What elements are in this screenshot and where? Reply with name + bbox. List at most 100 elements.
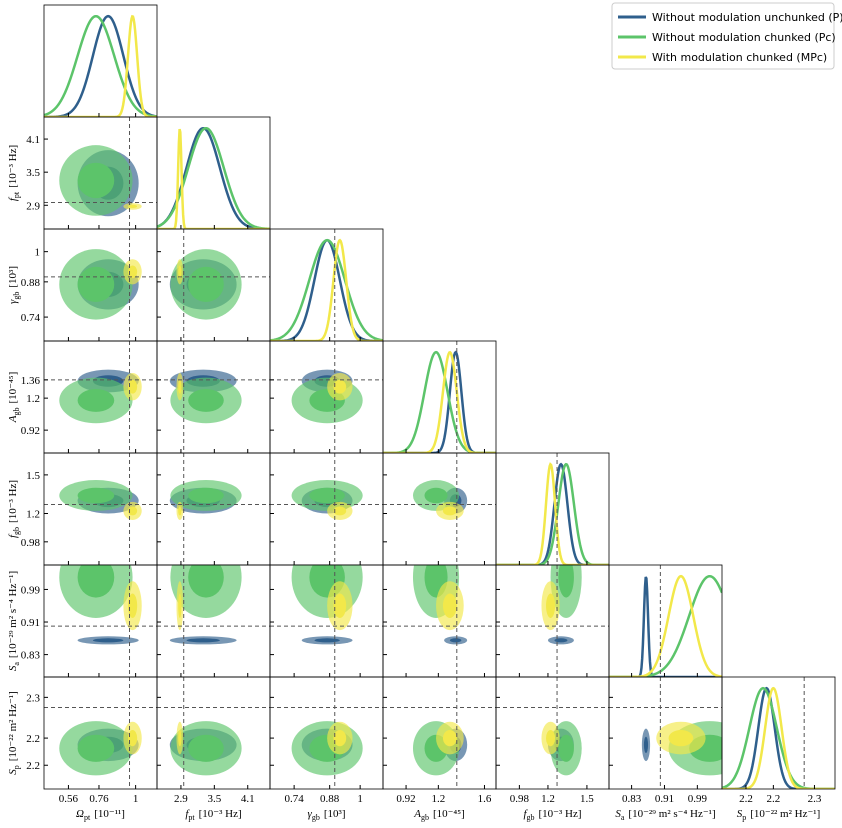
axis-unit: [10⁻²² m² Hz⁻¹] bbox=[750, 808, 820, 820]
contour bbox=[127, 265, 138, 279]
density-curve bbox=[383, 350, 496, 453]
panel bbox=[609, 565, 722, 677]
panel bbox=[496, 565, 609, 677]
axis-sub: pt bbox=[84, 813, 91, 822]
x-tick-label: 0.98 bbox=[510, 793, 530, 805]
contour bbox=[333, 379, 347, 394]
density-curve bbox=[157, 128, 270, 229]
contour bbox=[77, 734, 115, 762]
contour bbox=[442, 729, 457, 747]
panel bbox=[44, 229, 157, 341]
panel bbox=[44, 677, 157, 789]
axis-label: Sa[10⁻²⁹ m² s⁻⁴ Hz⁻¹] bbox=[615, 808, 715, 822]
contour bbox=[92, 638, 124, 643]
panel bbox=[383, 453, 496, 565]
axis-symbol: Ω bbox=[76, 808, 84, 820]
contour bbox=[178, 506, 182, 516]
axis-symbol: f bbox=[7, 533, 19, 538]
axis-label: fgb [10⁻³ Hz] bbox=[523, 808, 581, 822]
y-tick-label: 0.91 bbox=[21, 617, 40, 629]
contour bbox=[127, 506, 138, 516]
y-tick-label: 1.2 bbox=[26, 509, 40, 521]
y-tick-label: 3.5 bbox=[26, 167, 40, 179]
x-tick-label: 0.83 bbox=[622, 793, 642, 805]
x-tick-label: 3.5 bbox=[207, 793, 221, 805]
axis-unit: [10⁻⁴⁵] bbox=[433, 808, 465, 820]
density-curve bbox=[496, 462, 609, 565]
panel bbox=[157, 565, 270, 677]
panel bbox=[44, 565, 157, 677]
legend-label: Without modulation unchunked (P) bbox=[652, 11, 842, 24]
axis-symbol: A bbox=[7, 415, 19, 423]
contour bbox=[424, 487, 448, 504]
x-tick-label: 1 bbox=[357, 793, 363, 805]
axis-symbol: γ bbox=[7, 299, 19, 304]
axis-unit: [10⁻³ Hz] bbox=[539, 808, 582, 820]
legend-label: With modulation chunked (MPc) bbox=[652, 51, 827, 64]
contour bbox=[178, 729, 182, 747]
contour bbox=[333, 729, 347, 747]
axis-unit: [10⁻³ Hz] bbox=[7, 145, 19, 188]
axis-sub: gb bbox=[421, 813, 429, 822]
contour bbox=[188, 389, 224, 412]
contour bbox=[333, 593, 347, 618]
axis-unit: [10⁻²⁹ m² s⁻⁴ Hz⁻¹] bbox=[7, 571, 19, 658]
axis-symbol: S bbox=[737, 808, 743, 820]
x-tick-label: 2.9 bbox=[174, 793, 188, 805]
x-tick-label: 0.76 bbox=[89, 793, 109, 805]
contour bbox=[643, 736, 649, 754]
x-tick-label: 0.92 bbox=[396, 793, 415, 805]
axis-unit: [10³] bbox=[7, 266, 19, 288]
density-curve bbox=[44, 14, 157, 117]
axis-sub: pt bbox=[12, 191, 21, 198]
contour bbox=[77, 266, 115, 302]
axis-sub: pt bbox=[188, 813, 195, 822]
panel bbox=[157, 453, 270, 565]
axis-sub: gb bbox=[12, 408, 21, 416]
contour bbox=[77, 389, 115, 412]
axis-unit: [10⁻⁴⁵] bbox=[7, 372, 19, 404]
y-tick-label: 0.99 bbox=[21, 584, 41, 596]
density-curve bbox=[157, 126, 270, 229]
axis-sub: gb bbox=[12, 292, 21, 300]
axis-sub: p bbox=[742, 813, 746, 822]
axis-label: Sp [10⁻²² m² Hz⁻¹] bbox=[7, 691, 21, 775]
panel bbox=[496, 453, 609, 565]
x-tick-label: 1.6 bbox=[478, 793, 492, 805]
y-tick-label: 0.92 bbox=[21, 425, 40, 437]
axis-unit: [10⁻¹¹] bbox=[94, 808, 125, 820]
panel bbox=[157, 677, 270, 789]
contour bbox=[77, 487, 115, 504]
axis-label: Agb [10⁻⁴⁵] bbox=[7, 372, 21, 424]
x-tick-label: 2.2 bbox=[739, 793, 753, 805]
contour bbox=[449, 638, 462, 643]
y-tick-label: 2.2 bbox=[26, 733, 40, 745]
contour bbox=[314, 638, 340, 643]
panel-frame bbox=[721, 676, 836, 790]
axis-label: fgb [10⁻³ Hz] bbox=[7, 480, 21, 538]
density-curve bbox=[383, 350, 496, 453]
axis-symbol: f bbox=[185, 808, 190, 820]
contour bbox=[77, 565, 115, 598]
density-curve bbox=[383, 350, 496, 453]
axis-sub: gb bbox=[12, 527, 21, 535]
density-curve bbox=[270, 238, 383, 341]
x-tick-label: 1 bbox=[133, 793, 139, 805]
contour bbox=[77, 162, 115, 199]
axis-label: Sp [10⁻²² m² Hz⁻¹] bbox=[737, 808, 821, 822]
panel bbox=[270, 565, 383, 677]
x-tick-label: 1.5 bbox=[580, 793, 594, 805]
contour bbox=[442, 506, 457, 516]
contour bbox=[188, 266, 224, 302]
x-tick-label: 0.91 bbox=[655, 793, 674, 805]
panel bbox=[157, 229, 270, 341]
axis-label: fpt [10⁻³ Hz] bbox=[7, 145, 21, 201]
axis-sub: gb bbox=[527, 813, 535, 822]
panel bbox=[270, 341, 383, 453]
y-tick-label: 2.9 bbox=[26, 200, 40, 212]
panel bbox=[44, 453, 157, 565]
axis-sub: a bbox=[12, 662, 21, 666]
axis-symbol: γ bbox=[308, 808, 313, 820]
axis-unit: [10⁻²⁹ m² s⁻⁴ Hz⁻¹] bbox=[628, 808, 715, 820]
